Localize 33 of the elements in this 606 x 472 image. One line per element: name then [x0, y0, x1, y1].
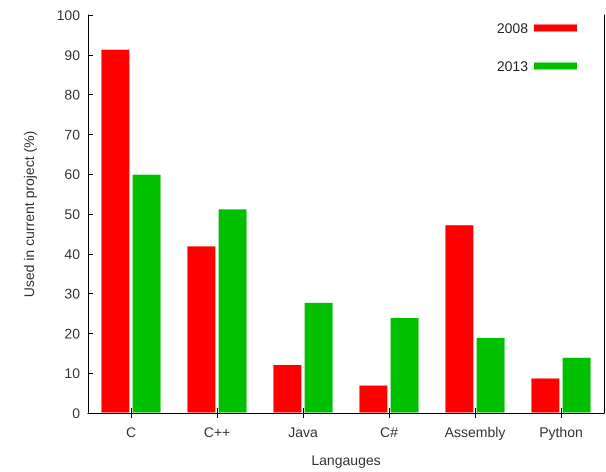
y-tick-label: 100 — [56, 7, 80, 23]
x-tick-label: C++ — [204, 424, 230, 440]
y-tick-label: 10 — [64, 365, 80, 382]
y-tick-label: 90 — [64, 46, 80, 63]
bar — [304, 302, 334, 413]
y-tick-label: 60 — [64, 166, 80, 182]
x-tick-label: C — [126, 424, 136, 440]
bar — [390, 317, 420, 413]
x-tick-label: Assembly — [444, 424, 506, 440]
bar — [562, 357, 592, 413]
y-tick-label: 40 — [64, 246, 80, 262]
bar — [476, 337, 506, 413]
y-tick-label: 30 — [64, 286, 80, 302]
bar — [358, 385, 388, 413]
x-tick-label: Java — [288, 424, 318, 440]
bar — [218, 208, 248, 413]
bar — [272, 364, 302, 413]
x-tick-label: Python — [539, 424, 583, 440]
y-tick-label: 50 — [64, 206, 80, 222]
bar — [530, 378, 560, 413]
x-tick-label: C# — [380, 424, 398, 440]
legend-label: 2008 — [496, 20, 528, 36]
y-axis-title: Used in current project (%) — [21, 130, 37, 298]
bar — [100, 49, 130, 413]
legend-label: 2013 — [496, 58, 528, 74]
y-tick-label: 70 — [64, 126, 80, 142]
bar — [186, 246, 216, 413]
bar — [132, 174, 162, 413]
y-tick-label: 20 — [64, 325, 80, 342]
y-tick-label: 0 — [72, 405, 80, 421]
x-axis-title: Langauges — [311, 452, 381, 468]
y-tick-label: 80 — [64, 86, 80, 103]
bar — [444, 224, 474, 413]
